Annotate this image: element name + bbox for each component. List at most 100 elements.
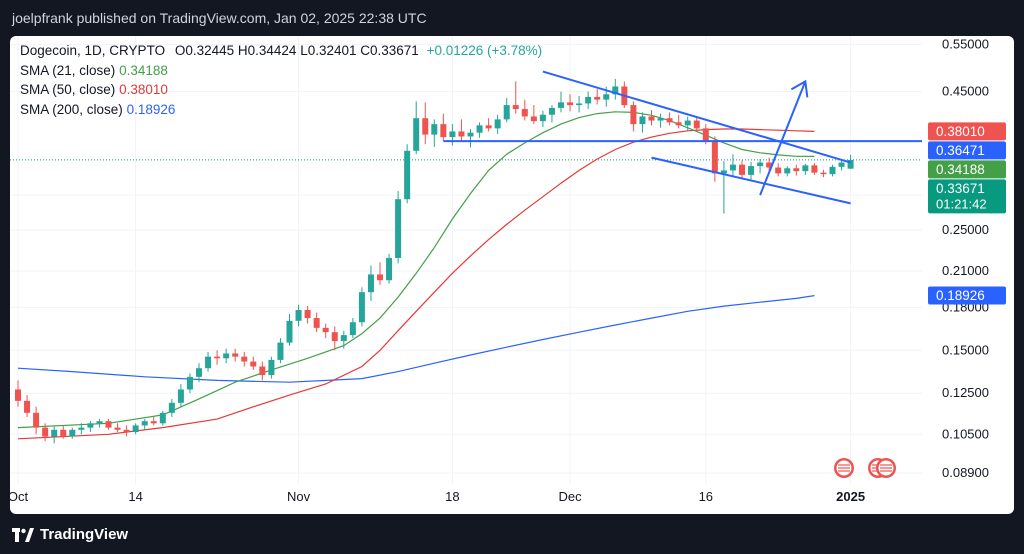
- candle-body: [847, 159, 854, 169]
- candle: [69, 427, 76, 439]
- price-chart[interactable]: 0.550000.450000.290000.250000.210000.180…: [10, 36, 1014, 514]
- candle: [322, 323, 329, 339]
- candle: [241, 351, 248, 367]
- price-tag-label: 0.36471: [936, 143, 985, 158]
- candle: [395, 191, 402, 264]
- candle-body: [485, 125, 492, 129]
- candle-body: [684, 120, 691, 126]
- candle-body: [702, 128, 709, 141]
- candle: [594, 89, 601, 105]
- candle-body: [802, 165, 809, 172]
- candle: [567, 94, 574, 112]
- candle-body: [467, 132, 474, 137]
- candle-body: [186, 376, 193, 390]
- candle: [313, 312, 320, 333]
- candle: [232, 348, 239, 362]
- candle: [829, 164, 836, 177]
- candle-body: [141, 421, 148, 426]
- chart-panel[interactable]: 0.550000.450000.290000.250000.210000.180…: [10, 36, 1014, 514]
- candle: [521, 99, 528, 121]
- candle-body: [449, 131, 456, 138]
- candle-body: [784, 168, 791, 174]
- candle-body: [548, 107, 555, 115]
- publisher-bar: joelpfrank published on TradingView.com,…: [0, 0, 1024, 36]
- candle-body: [159, 412, 166, 424]
- candle: [268, 356, 275, 379]
- price-tag: 0.34188: [928, 160, 1006, 179]
- y-tick-label: 0.12500: [942, 385, 989, 400]
- candle: [539, 110, 546, 128]
- x-tick-label: 16: [699, 489, 713, 504]
- candle-body: [132, 425, 139, 433]
- candle: [503, 98, 510, 123]
- candle: [105, 419, 112, 430]
- candle-body: [639, 116, 646, 125]
- candle-body: [729, 164, 736, 171]
- legend-sma50[interactable]: SMA (50, close) 0.38010: [20, 80, 542, 100]
- legend-sma200[interactable]: SMA (200, close) 0.18926: [20, 100, 542, 120]
- sma50-value: 0.38010: [119, 82, 168, 97]
- candle-body: [440, 124, 447, 138]
- candle: [793, 164, 800, 176]
- candle: [476, 122, 483, 138]
- candle-body: [250, 361, 257, 367]
- candle: [711, 136, 718, 182]
- candle-body: [567, 102, 574, 106]
- legend-sma21[interactable]: SMA (21, close) 0.34188: [20, 61, 542, 81]
- candle: [422, 102, 429, 145]
- candle-body: [205, 356, 212, 369]
- candle-body: [395, 199, 402, 258]
- candle-body: [114, 427, 121, 430]
- candle-body: [811, 165, 818, 173]
- legend: Dogecoin, 1D, CRYPTO O0.32445 H0.34424 L…: [20, 41, 542, 119]
- candle: [150, 416, 157, 426]
- sma200-value: 0.18926: [126, 101, 176, 117]
- candle-body: [838, 162, 845, 167]
- y-tick-label: 0.55000: [942, 36, 989, 51]
- candle-body: [340, 335, 347, 342]
- candle: [60, 425, 67, 439]
- candle-body: [404, 150, 411, 200]
- sma21-line: [17, 111, 815, 429]
- candle: [648, 110, 655, 126]
- candle-body: [42, 427, 49, 437]
- candle: [205, 351, 212, 372]
- sma21-label: SMA (21, close): [20, 62, 116, 78]
- candle-body: [666, 118, 673, 123]
- candle: [250, 356, 257, 370]
- candle-body: [775, 167, 782, 174]
- symbol-label[interactable]: Dogecoin, 1D, CRYPTO: [20, 43, 166, 58]
- candle-body: [558, 102, 564, 108]
- candle: [585, 91, 592, 110]
- candle: [331, 326, 338, 351]
- candle: [720, 161, 727, 214]
- candle: [42, 423, 49, 442]
- candle-body: [15, 389, 21, 401]
- candle-body: [720, 170, 727, 174]
- candle: [449, 124, 456, 146]
- candle: [494, 114, 501, 134]
- candle: [440, 113, 447, 141]
- candle-body: [322, 327, 329, 333]
- candle: [548, 105, 555, 123]
- candle: [530, 105, 537, 125]
- candle-body: [793, 168, 800, 172]
- candle-body: [349, 322, 356, 336]
- candle-body: [585, 96, 592, 104]
- x-tick-label: 18: [445, 489, 459, 504]
- candle-body: [648, 116, 655, 121]
- candle: [784, 166, 791, 177]
- candle: [739, 160, 745, 178]
- candle-body: [603, 94, 610, 100]
- candle: [286, 313, 293, 346]
- candle: [223, 348, 230, 364]
- candle-body: [594, 96, 601, 100]
- sma21-value: 0.34188: [119, 62, 168, 78]
- candle-body: [539, 114, 546, 122]
- candle-body: [413, 118, 420, 151]
- candle-body: [748, 166, 755, 175]
- candle: [820, 169, 827, 178]
- candle: [196, 363, 202, 383]
- tradingview-logo[interactable]: TradingView: [12, 526, 128, 543]
- candle: [404, 144, 411, 204]
